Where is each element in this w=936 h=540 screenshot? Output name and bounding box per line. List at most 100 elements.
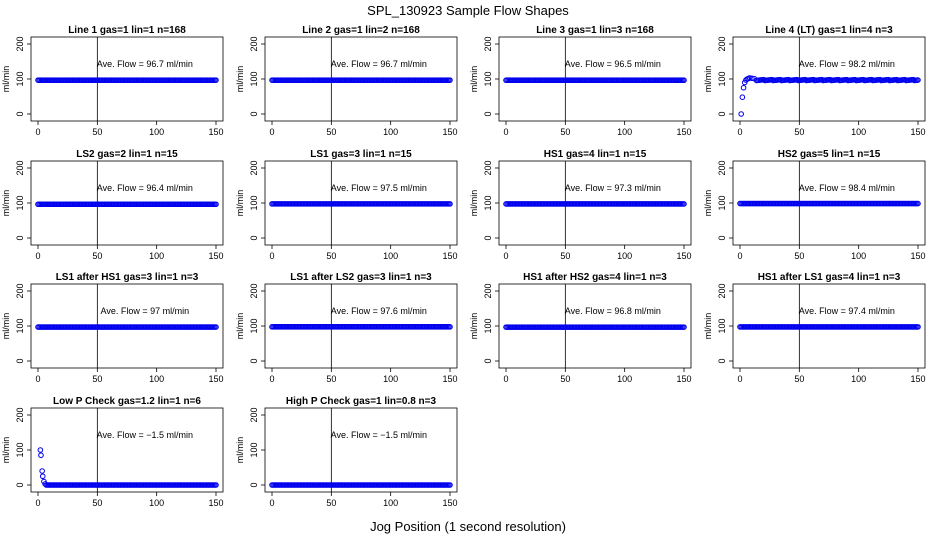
y-tick-label: 200 (249, 36, 259, 51)
x-tick-label: 50 (560, 374, 570, 384)
panels: Line 1 gas=1 lin=1 n=168 0 50 100 150 0 100 200… (1, 25, 926, 508)
panel-11: HS1 after HS2 gas=4 lin=1 n=3 0 50 100 150 0 1… (469, 272, 692, 384)
data-point (681, 77, 687, 84)
x-tick-label: 50 (794, 374, 804, 384)
data-series (269, 77, 453, 83)
data-point (447, 324, 453, 330)
y-tick-label: 0 (15, 235, 25, 240)
y-axis-label: ml/min (1, 190, 11, 217)
x-tick-label: 0 (503, 374, 508, 384)
y-tick-label: 100 (15, 442, 25, 457)
data-point (447, 482, 453, 488)
y-tick-label: 100 (483, 195, 493, 210)
panel-title: LS1 gas=3 lin=1 n=15 (310, 149, 412, 160)
panel-7: HS1 gas=4 lin=1 n=15 0 50 100 150 0 100 200 ml/m… (469, 149, 692, 261)
x-tick-label: 50 (92, 251, 102, 261)
x-tick-label: 0 (35, 498, 40, 508)
y-tick-label: 200 (717, 160, 727, 175)
x-tick-label: 150 (442, 498, 457, 508)
x-tick-label: 50 (794, 127, 804, 137)
y-tick-label: 200 (15, 160, 25, 175)
data-point (447, 201, 453, 207)
y-tick-label: 0 (15, 111, 25, 116)
data-point (681, 201, 687, 207)
y-tick-label: 200 (249, 160, 259, 175)
data-series (503, 77, 687, 84)
x-tick-label: 0 (269, 374, 274, 384)
x-tick-label: 0 (35, 251, 40, 261)
x-tick-label: 100 (617, 127, 632, 137)
x-tick-label: 0 (35, 127, 40, 137)
data-point (213, 482, 219, 488)
y-tick-label: 200 (249, 283, 259, 298)
data-series (503, 324, 687, 330)
x-tick-label: 50 (326, 127, 336, 137)
ave-flow-annotation: Ave. Flow = 96.7 ml/min (331, 59, 427, 69)
y-tick-label: 200 (717, 36, 727, 51)
y-axis-label: ml/min (703, 66, 713, 93)
y-axis-label: ml/min (703, 190, 713, 217)
y-tick-label: 0 (249, 358, 259, 363)
y-tick-label: 100 (249, 318, 259, 333)
ave-flow-annotation: Ave. Flow = −1.5 ml/min (97, 430, 193, 440)
x-tick-label: 0 (35, 374, 40, 384)
y-axis-label: ml/min (235, 437, 245, 464)
panel-12: HS1 after LS1 gas=4 lin=1 n=3 0 50 100 150 0 1… (703, 272, 926, 384)
y-tick-label: 100 (717, 71, 727, 86)
data-point (39, 468, 45, 474)
data-series (35, 77, 219, 83)
x-tick-label: 0 (503, 251, 508, 261)
y-axis-label: ml/min (469, 66, 479, 93)
data-series (503, 201, 687, 207)
ave-flow-annotation: Ave. Flow = 97.3 ml/min (565, 183, 661, 193)
x-tick-label: 150 (208, 498, 223, 508)
x-tick-label: 100 (851, 251, 866, 261)
y-tick-label: 100 (249, 71, 259, 86)
y-axis-label: ml/min (235, 190, 245, 217)
panel-title: HS1 gas=4 lin=1 n=15 (544, 149, 647, 160)
data-point (915, 324, 921, 330)
x-tick-label: 150 (208, 251, 223, 261)
panel-title: Line 2 gas=1 lin=2 n=168 (302, 25, 420, 36)
ave-flow-annotation: Ave. Flow = 96.5 ml/min (565, 59, 661, 69)
x-tick-label: 150 (442, 374, 457, 384)
panel-title: LS1 after LS2 gas=3 lin=1 n=3 (290, 272, 432, 283)
x-tick-label: 0 (269, 251, 274, 261)
panel-title: HS1 after HS2 gas=4 lin=1 n=3 (523, 272, 667, 283)
data-point (213, 324, 219, 330)
y-tick-label: 200 (483, 283, 493, 298)
x-tick-label: 0 (737, 374, 742, 384)
data-series (37, 447, 219, 488)
panel-title: HS1 after LS1 gas=4 lin=1 n=3 (758, 272, 901, 283)
data-series (737, 200, 921, 207)
ave-flow-annotation: Ave. Flow = 96.8 ml/min (565, 306, 661, 316)
data-point (447, 77, 453, 83)
x-tick-label: 150 (676, 127, 691, 137)
data-series (35, 324, 219, 330)
x-tick-label: 150 (910, 374, 925, 384)
y-tick-label: 0 (249, 482, 259, 487)
x-tick-label: 50 (326, 251, 336, 261)
data-series (269, 201, 453, 207)
panel-13: Low P Check gas=1.2 lin=1 n=6 0 50 100 150 0 1… (1, 396, 224, 508)
panel-title: High P Check gas=1 lin=0.8 n=3 (286, 396, 437, 407)
y-tick-label: 100 (483, 318, 493, 333)
x-tick-label: 100 (851, 374, 866, 384)
y-tick-label: 0 (249, 111, 259, 116)
x-tick-label: 100 (149, 251, 164, 261)
panel-title: Line 4 (LT) gas=1 lin=4 n=3 (765, 25, 893, 36)
x-tick-label: 150 (676, 374, 691, 384)
x-tick-label: 100 (383, 127, 398, 137)
x-tick-label: 0 (737, 127, 742, 137)
ave-flow-annotation: Ave. Flow = 98.2 ml/min (799, 59, 895, 69)
x-tick-label: 100 (383, 498, 398, 508)
x-tick-label: 50 (794, 251, 804, 261)
y-tick-label: 200 (249, 407, 259, 422)
figure-title: SPL_130923 Sample Flow Shapes (367, 3, 569, 18)
x-tick-label: 150 (208, 127, 223, 137)
x-tick-label: 100 (149, 127, 164, 137)
data-point (681, 324, 687, 330)
y-axis-label: ml/min (1, 313, 11, 340)
ave-flow-annotation: Ave. Flow = 97 ml/min (100, 306, 189, 316)
y-tick-label: 0 (717, 235, 727, 240)
